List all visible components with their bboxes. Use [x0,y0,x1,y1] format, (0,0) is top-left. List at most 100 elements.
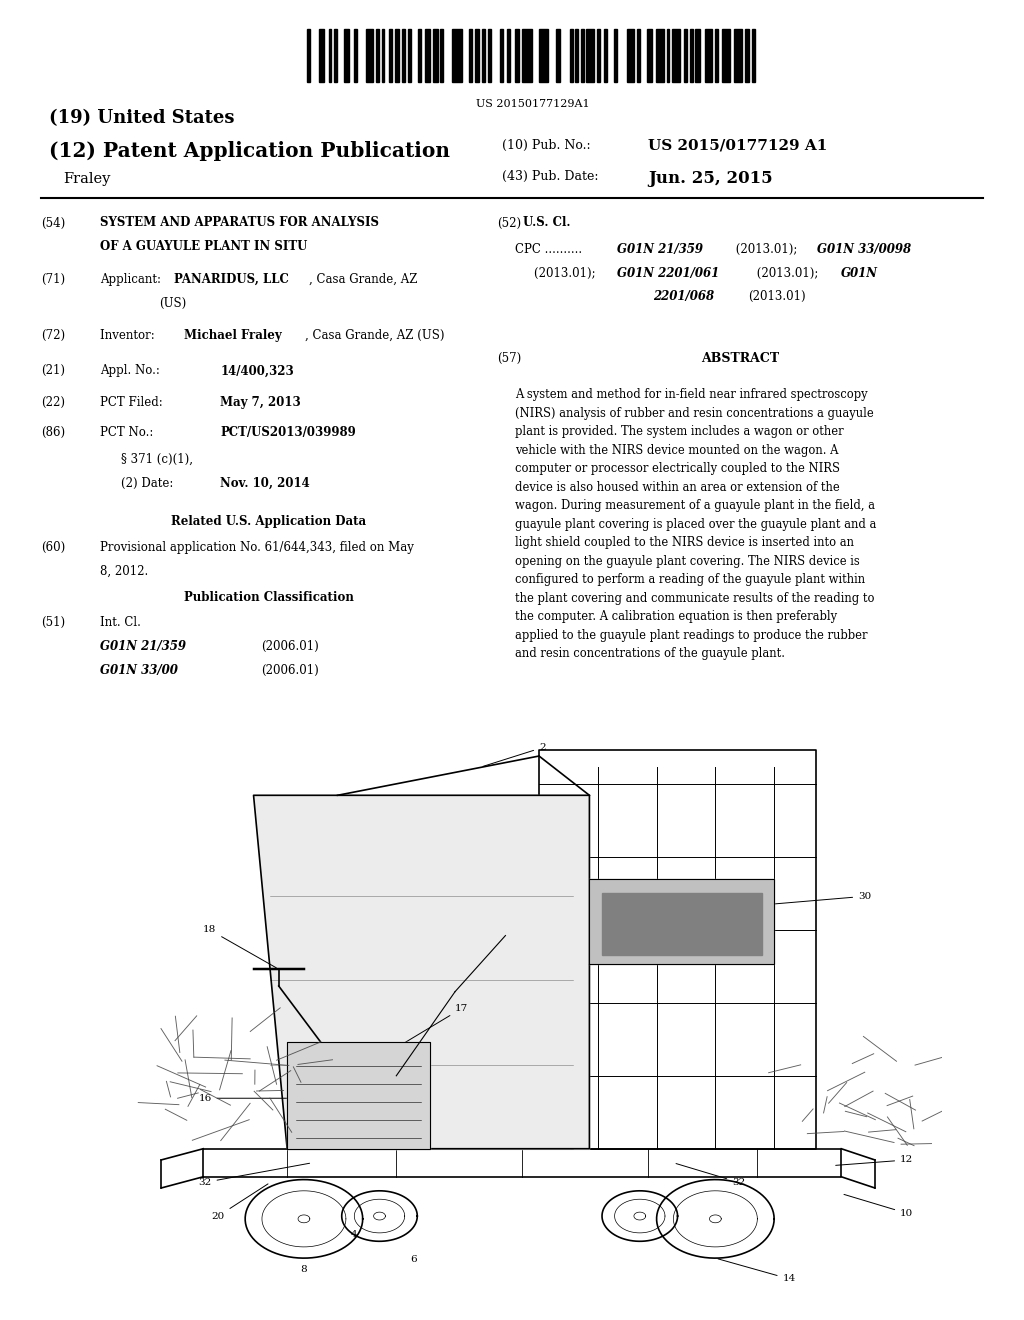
Bar [556,29,560,82]
Bar [684,29,687,82]
Bar [329,29,332,82]
Text: (12) Patent Application Publication: (12) Patent Application Publication [49,141,451,161]
Bar [587,29,594,82]
Text: CPC ..........: CPC .......... [515,243,583,256]
Text: Jun. 25, 2015: Jun. 25, 2015 [648,170,773,187]
Text: (19) United States: (19) United States [49,110,234,128]
Text: (57): (57) [497,352,521,366]
Text: Inventor:: Inventor: [100,329,163,342]
Text: (2013.01);: (2013.01); [732,243,802,256]
Bar [753,29,755,82]
Text: 4: 4 [351,1229,357,1238]
Text: (2013.01): (2013.01) [749,290,806,304]
Bar [627,29,634,82]
Bar [695,29,700,82]
Bar [744,29,750,82]
Text: , Casa Grande, AZ (US): , Casa Grande, AZ (US) [305,329,444,342]
Bar [307,29,310,82]
Text: Michael Fraley: Michael Fraley [184,329,282,342]
Text: 16: 16 [199,1094,301,1102]
Text: Related U.S. Application Data: Related U.S. Application Data [171,515,367,528]
Bar [389,29,392,82]
Bar [344,29,349,82]
Text: G01N 21/359: G01N 21/359 [617,243,703,256]
Text: Nov. 10, 2014: Nov. 10, 2014 [220,477,310,490]
Bar [575,29,579,82]
Text: (21): (21) [41,364,65,378]
Text: SYSTEM AND APPARATUS FOR ANALYSIS: SYSTEM AND APPARATUS FOR ANALYSIS [100,216,379,230]
Text: Applicant:: Applicant: [100,273,165,286]
Bar [334,29,337,82]
Text: Appl. No.:: Appl. No.: [100,364,160,378]
Bar [418,29,421,82]
Text: 32: 32 [676,1163,745,1187]
Bar [656,29,664,82]
Text: (2006.01): (2006.01) [261,664,318,677]
Bar [539,29,548,82]
Text: Provisional application No. 61/644,343, filed on May: Provisional application No. 61/644,343, … [100,541,415,554]
Text: (71): (71) [41,273,66,286]
Bar [376,29,379,82]
Text: (2013.01);: (2013.01); [753,267,822,280]
Bar [469,29,472,82]
Text: ABSTRACT: ABSTRACT [700,352,779,366]
Text: 2201/068: 2201/068 [653,290,715,304]
Text: 12: 12 [836,1155,913,1166]
Text: PANARIDUS, LLC: PANARIDUS, LLC [174,273,289,286]
Polygon shape [254,795,590,1148]
Text: PCT/US2013/039989: PCT/US2013/039989 [220,426,356,440]
Text: (2) Date:: (2) Date: [121,477,173,490]
Text: (US): (US) [159,297,186,310]
Text: A system and method for in-field near infrared spectroscopy
(NIRS) analysis of r: A system and method for in-field near in… [515,388,877,660]
Text: 32: 32 [199,1163,309,1187]
Bar [647,29,651,82]
Polygon shape [287,1043,430,1148]
Bar [425,29,430,82]
Text: (72): (72) [41,329,66,342]
Text: US 20150177129A1: US 20150177129A1 [476,99,589,110]
Bar [402,29,404,82]
Bar [522,29,531,82]
Bar [602,894,762,956]
Bar [705,29,712,82]
Text: (51): (51) [41,616,66,630]
Text: 18: 18 [203,925,276,968]
Text: U.S. Cl.: U.S. Cl. [523,216,570,230]
Bar [366,29,374,82]
Text: US 2015/0177129 A1: US 2015/0177129 A1 [648,139,827,153]
Text: 10: 10 [844,1195,913,1218]
Text: 14/400,323: 14/400,323 [220,364,294,378]
Text: (86): (86) [41,426,66,440]
Text: G01N 2201/061: G01N 2201/061 [617,267,720,280]
Bar [672,29,680,82]
Text: 8: 8 [301,1265,307,1274]
Text: 8, 2012.: 8, 2012. [100,565,148,578]
Bar [604,29,607,82]
Text: (2006.01): (2006.01) [261,640,318,653]
Bar [715,29,718,82]
Text: G01N 33/0098: G01N 33/0098 [817,243,911,256]
Bar [722,29,730,82]
Bar [581,29,584,82]
Text: PCT No.:: PCT No.: [100,426,154,440]
Text: Publication Classification: Publication Classification [184,591,353,605]
Text: 17: 17 [398,1005,468,1047]
Text: 20: 20 [212,1184,268,1221]
Bar [482,29,485,82]
Text: (54): (54) [41,216,66,230]
Bar [353,29,356,82]
Text: PCT Filed:: PCT Filed: [100,396,163,409]
Text: 6: 6 [410,1255,417,1265]
Text: 14: 14 [718,1259,796,1283]
Bar [569,29,572,82]
Text: Int. Cl.: Int. Cl. [100,616,141,630]
Bar [487,29,490,82]
Bar [500,29,503,82]
Text: 30: 30 [735,892,871,907]
Bar [433,29,437,82]
Bar [440,29,443,82]
Bar [507,29,510,82]
Bar [475,29,479,82]
Text: , Casa Grande, AZ: , Casa Grande, AZ [309,273,418,286]
Text: (22): (22) [41,396,65,409]
